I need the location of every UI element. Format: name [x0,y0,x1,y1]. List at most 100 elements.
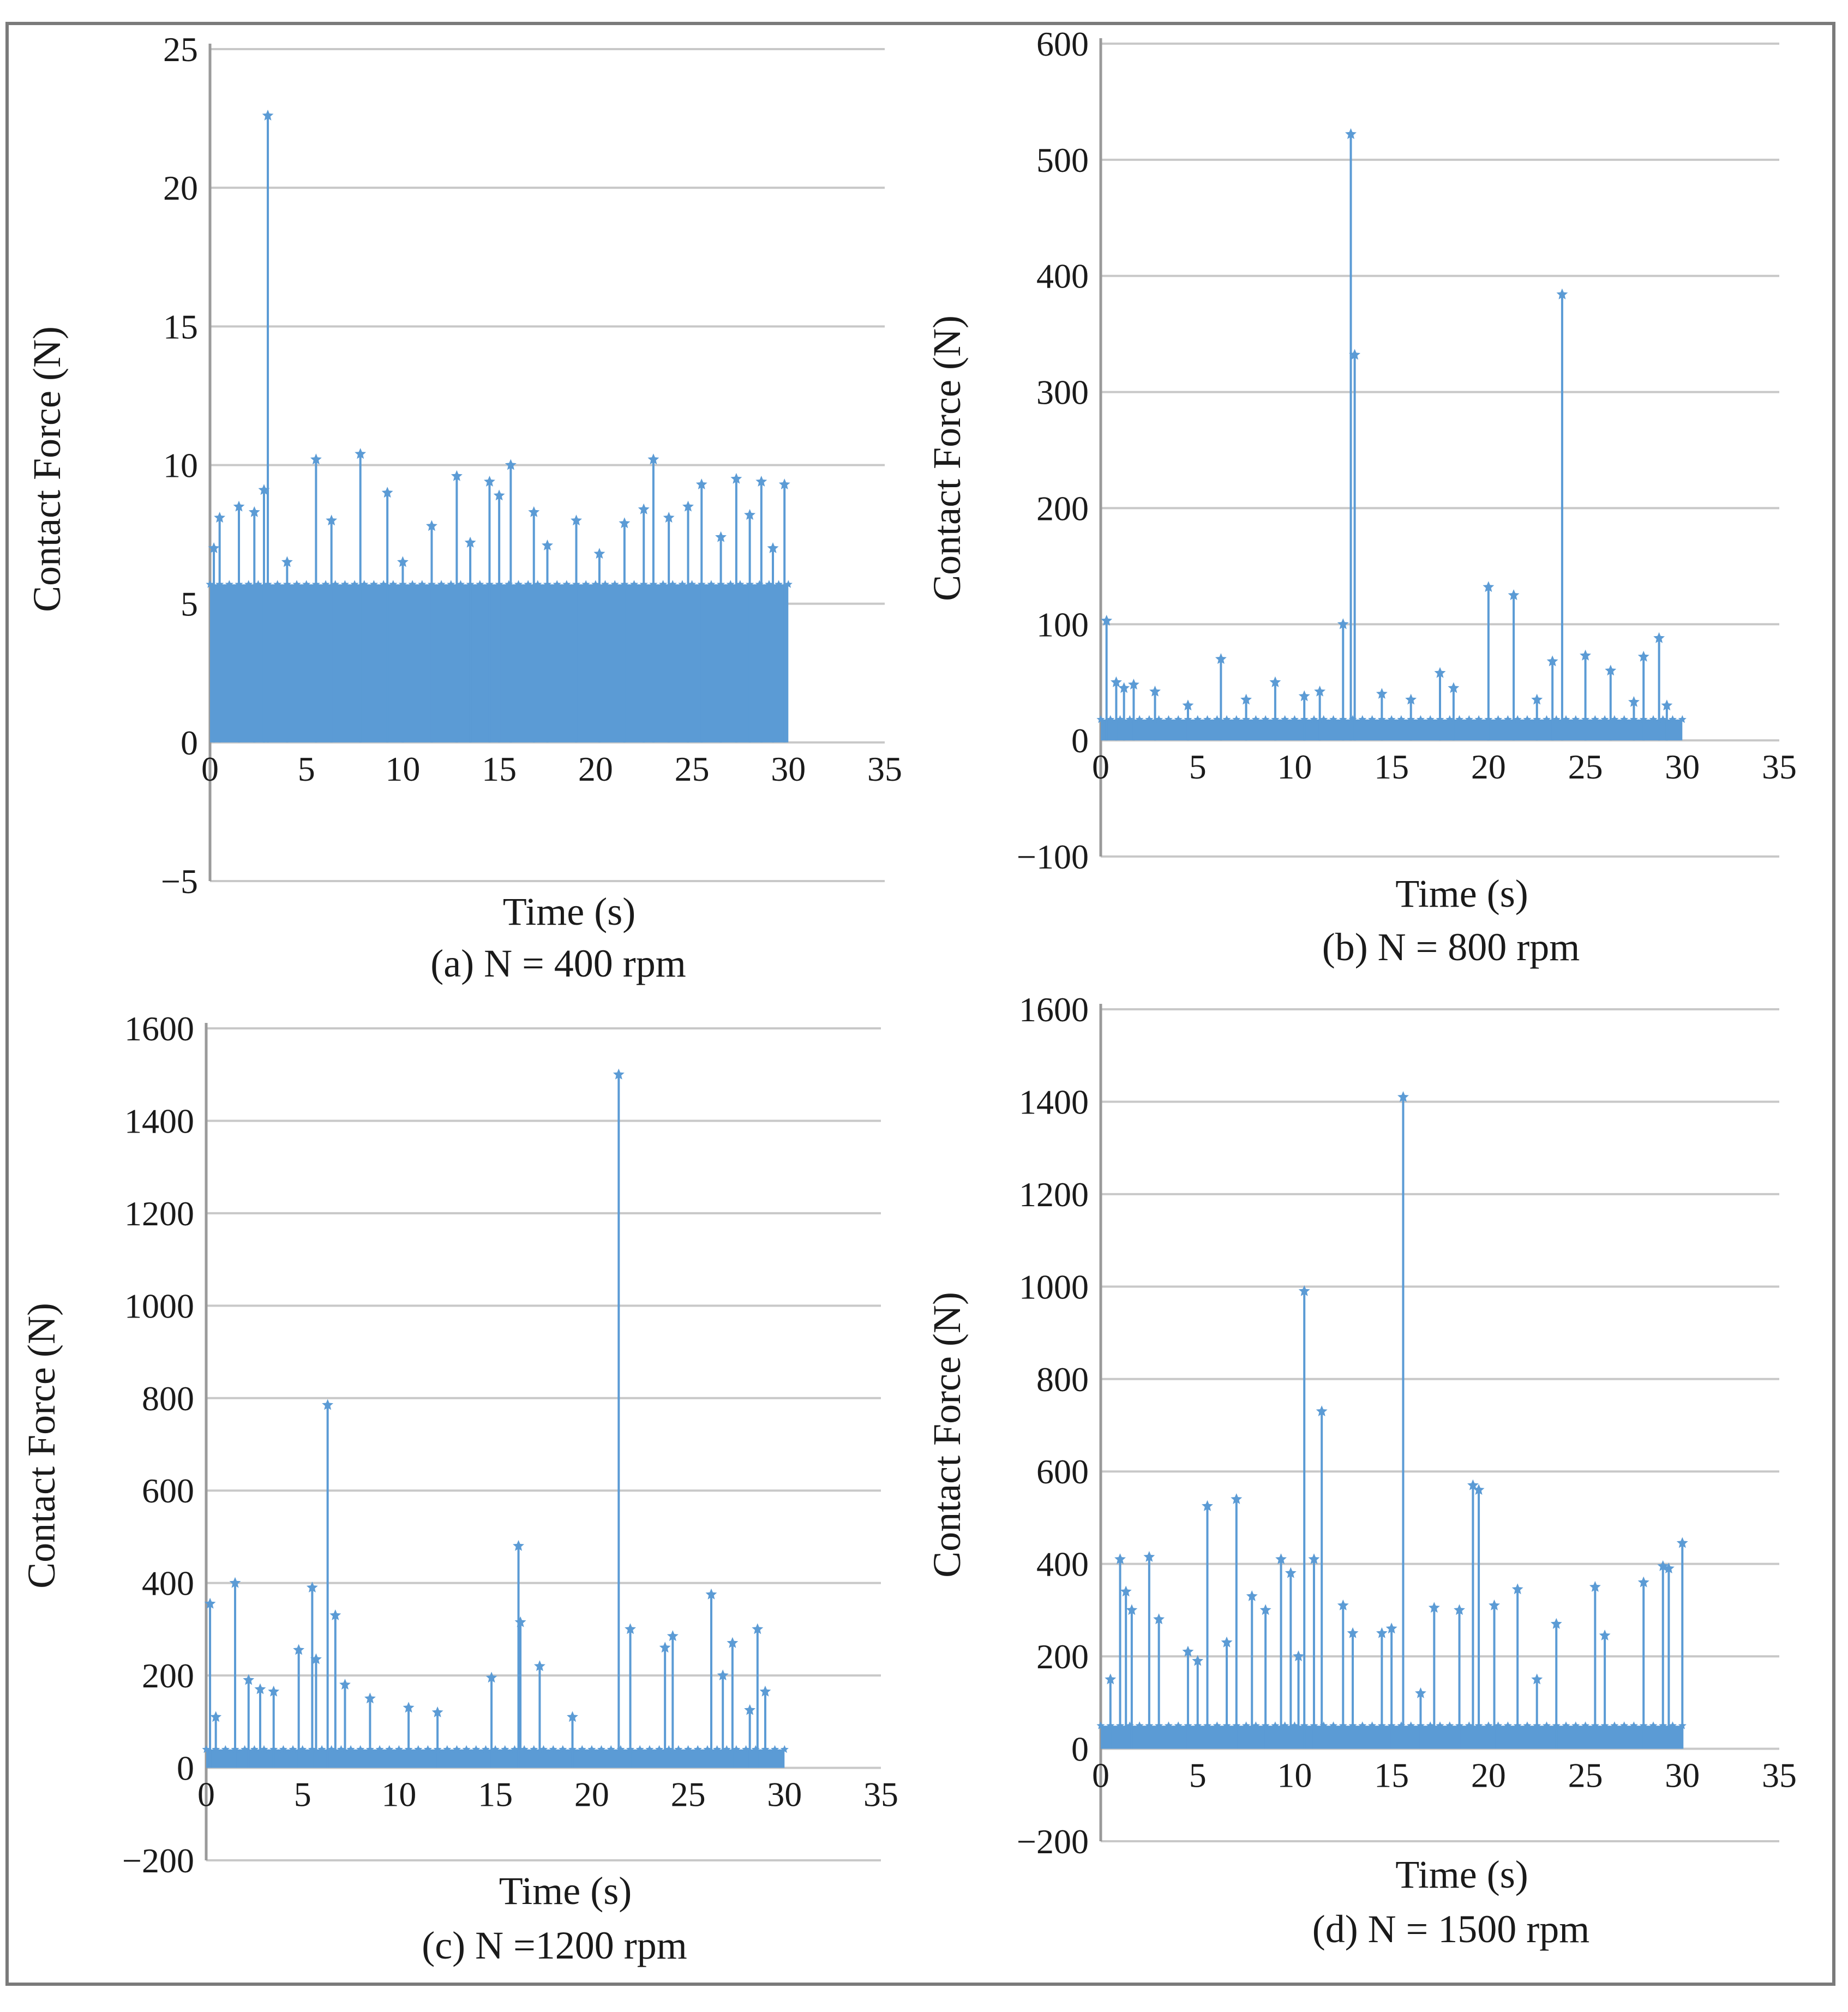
data-point [1298,1285,1310,1296]
band-marker [1562,1721,1570,1729]
data-point [1637,650,1649,662]
y-axis-title: Contact Force (N) [20,1303,63,1589]
band-marker [1358,1721,1367,1729]
band-marker [292,580,301,588]
data-point [1120,1585,1132,1597]
band-marker [1678,715,1687,723]
data-point [1126,1604,1138,1615]
band-marker [452,1745,461,1753]
x-tick-label: 35 [1762,1756,1797,1795]
data-point [1246,1590,1258,1601]
data-point [1489,1599,1500,1610]
x-tick-label: 5 [298,750,315,788]
x-tick-label: 10 [385,750,420,788]
band-marker [369,580,378,588]
band-marker [1368,715,1377,723]
band-marker [1310,715,1318,723]
band-marker [317,1745,326,1753]
band-marker [703,1745,712,1753]
data-point [233,500,245,512]
data-point [705,1588,717,1600]
data-point [571,514,582,526]
band-marker [678,580,687,588]
dense-signal-band [206,1749,785,1768]
x-tick-label: 20 [574,1775,609,1814]
data-point [667,1630,679,1641]
y-tick-label: −200 [122,1841,194,1880]
data-point [484,476,495,487]
y-tick-label: 1200 [124,1194,194,1233]
band-marker [350,580,359,588]
x-tick-label: 15 [478,1775,513,1814]
band-marker [385,1745,394,1753]
band-marker [279,1745,287,1753]
band-marker [501,1745,509,1753]
data-point [262,110,274,121]
data-point [1143,1551,1155,1562]
x-tick-label: 25 [675,750,710,788]
data-point [1589,1581,1601,1592]
chart-panel-2: −100 0 100 200 300 400 500 600 0 5 10 15 20 25 30 35 Tim… [925,25,1797,969]
x-tick-label: 0 [1092,1756,1109,1795]
y-tick-label: 800 [142,1379,194,1418]
data-point [1182,699,1194,711]
data-point [1628,696,1640,707]
band-marker [559,1745,567,1753]
data-point [1259,1604,1271,1615]
band-marker [1474,715,1483,723]
band-marker [1213,715,1221,723]
y-tick-label: 600 [142,1471,194,1510]
data-point [1349,349,1361,360]
x-tick-label: 35 [867,750,902,788]
x-tick-label: 0 [197,1775,215,1814]
band-marker [1193,715,1202,723]
y-tick-label: 10 [163,446,198,485]
data-point [727,1637,739,1648]
data-point [243,1674,255,1685]
band-marker [578,1745,586,1753]
band-marker [244,580,253,588]
data-point [682,500,694,512]
data-point [767,542,779,553]
band-marker [1629,1721,1638,1729]
data-point [254,1683,266,1694]
data-point [364,1692,376,1704]
data-point [1114,1553,1126,1565]
band-marker [629,580,639,588]
band-marker [456,580,465,588]
band-marker [389,580,398,588]
band-marker [510,1745,519,1753]
band-marker [707,580,716,588]
x-tick-label: 35 [1762,747,1797,786]
band-marker [1096,1721,1105,1729]
y-axis-title: Contact Force (N) [925,1292,969,1578]
data-point [1308,1553,1320,1565]
band-marker [1261,715,1270,723]
data-point [1202,1500,1213,1511]
band-marker [1164,715,1173,723]
x-axis-title: Time (s) [499,1869,632,1913]
band-marker [346,1745,355,1753]
data-point [625,1623,636,1634]
y-tick-label: 400 [1036,257,1089,296]
data-point [1385,1622,1397,1634]
data-point [759,1685,771,1697]
data-point [1405,693,1417,705]
band-marker [530,1745,538,1753]
data-point [306,1582,318,1592]
band-marker [260,1745,268,1753]
band-marker [1251,715,1260,723]
band-marker [250,1745,259,1753]
data-point [1428,1602,1440,1613]
band-marker [520,1745,529,1753]
band-marker [1174,1721,1183,1729]
band-marker [202,1745,211,1753]
data-point [534,1660,545,1672]
band-marker [688,580,697,588]
data-point [744,1704,756,1715]
data-point [381,487,393,498]
band-marker [1455,715,1464,723]
data-point [1605,664,1617,676]
band-marker [553,580,561,588]
band-marker [1174,715,1183,723]
